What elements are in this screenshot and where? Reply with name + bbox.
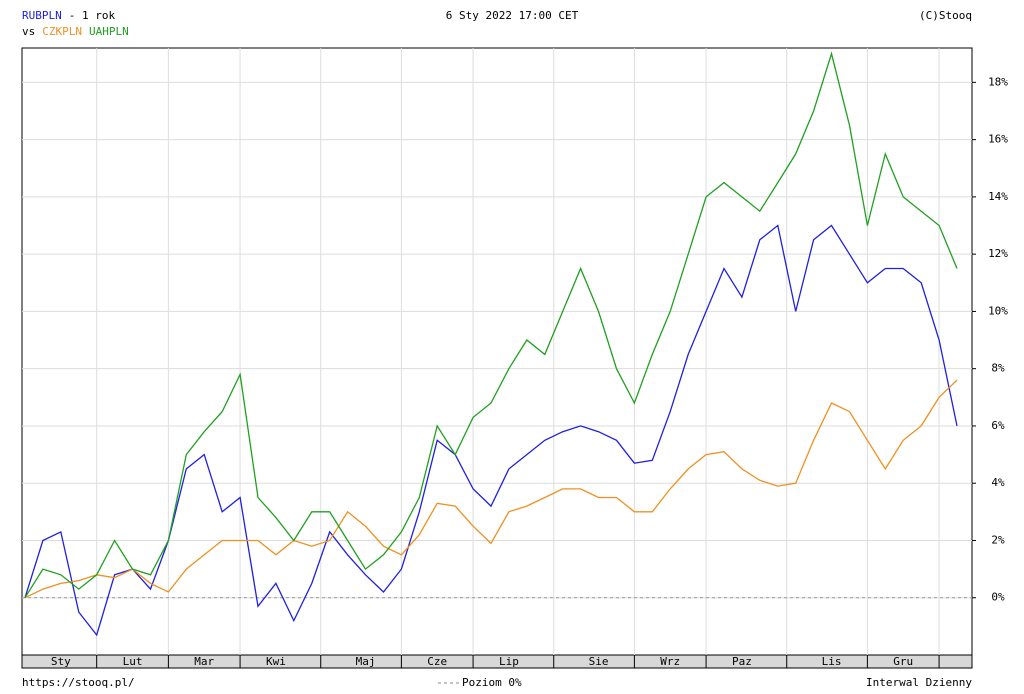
y-tick-label: 16% [988, 133, 1008, 146]
footer-url: https://stooq.pl/ [22, 676, 135, 689]
x-tick-label: Maj [356, 655, 376, 668]
y-tick-label: 2% [991, 533, 1005, 546]
y-tick-label: 4% [991, 476, 1005, 489]
y-tick-label: 0% [991, 591, 1005, 604]
plot-area [21, 47, 973, 656]
x-tick-label: Mar [194, 655, 214, 668]
header-left: RUBPLN - 1 rok [22, 9, 115, 22]
zero-line-label: Poziom 0% [462, 676, 522, 689]
interval: Interwal Dzienny [866, 676, 972, 689]
x-tick-label: Sty [51, 655, 71, 668]
period: - 1 rok [69, 9, 116, 22]
x-tick-label: Sie [589, 655, 609, 668]
date: 6 Sty 2022 17:00 CET [446, 9, 579, 22]
y-tick-label: 12% [988, 247, 1008, 260]
series-line [24, 379, 958, 599]
y-tick-label: 10% [988, 304, 1008, 317]
header-vs: vs CZKPLN UAHPLN [22, 25, 129, 38]
x-tick-label: Cze [427, 655, 447, 668]
series-line [24, 224, 958, 637]
series-line [24, 51, 958, 599]
legend-entry: CZKPLN [42, 25, 82, 38]
y-tick-label: 18% [988, 75, 1008, 88]
x-tick-label: Lip [499, 655, 519, 668]
legend-entry: RUBPLN [22, 9, 62, 22]
x-tick-label: Lut [123, 655, 143, 668]
x-tick-label: Paz [732, 655, 752, 668]
x-axis-band [21, 654, 973, 669]
copyright: (C)Stooq [919, 9, 972, 22]
x-tick-label: Kwi [266, 655, 286, 668]
vs: vs [22, 25, 35, 38]
y-tick-label: 6% [991, 419, 1005, 432]
y-tick-label: 14% [988, 190, 1008, 203]
x-tick-label: Gru [893, 655, 913, 668]
legend-entry: UAHPLN [89, 25, 129, 38]
x-tick-label: Wrz [660, 655, 680, 668]
y-tick-label: 8% [991, 362, 1005, 375]
x-tick-label: Lis [822, 655, 842, 668]
